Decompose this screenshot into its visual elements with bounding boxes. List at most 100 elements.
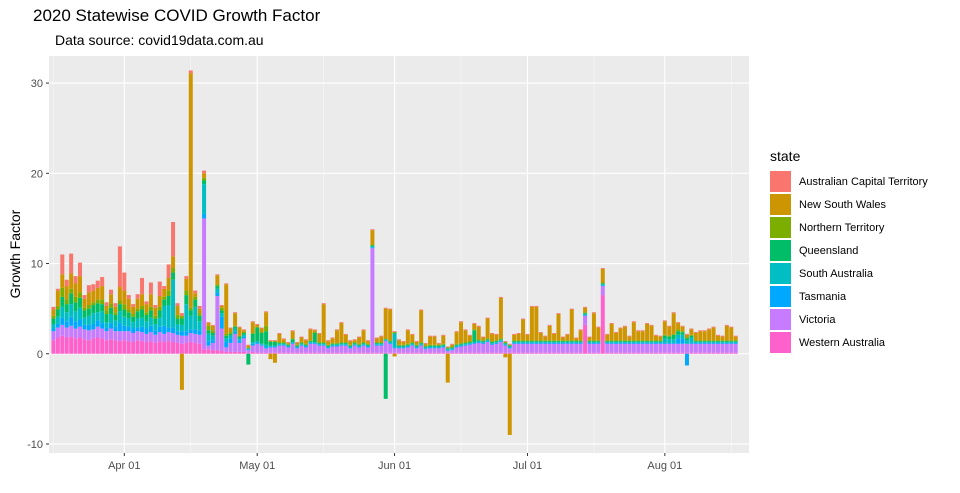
bar-segment — [339, 342, 344, 343]
bar-segment — [210, 340, 215, 343]
bar-segment — [693, 341, 698, 343]
bar-segment — [538, 333, 543, 341]
bar-segment — [303, 345, 308, 347]
bar-segment — [365, 347, 370, 353]
bar-segment — [552, 333, 557, 334]
bar-segment — [467, 344, 472, 353]
bar-segment — [95, 337, 100, 354]
bar-segment — [428, 352, 433, 354]
bar-segment — [397, 340, 401, 345]
bar-segment — [671, 339, 676, 343]
bar-segment — [264, 311, 269, 313]
bar-segment — [357, 352, 362, 354]
bar-segment — [91, 313, 96, 324]
bar-segment — [560, 340, 565, 342]
bar-segment — [432, 346, 437, 348]
bar-segment — [467, 352, 472, 354]
bar-segment — [60, 324, 65, 336]
bar-segment — [286, 342, 291, 344]
bar-segment — [140, 326, 145, 333]
bar-segment — [729, 352, 734, 354]
bar-segment — [210, 330, 215, 333]
bar-segment — [494, 342, 499, 344]
bar-segment — [95, 320, 100, 327]
bar-segment — [339, 345, 344, 353]
bar-segment — [357, 336, 362, 338]
bar-segment — [246, 352, 251, 354]
legend-key — [770, 309, 791, 330]
bar-segment — [295, 342, 300, 343]
bar-segment — [73, 276, 78, 284]
bar-segment — [525, 341, 530, 343]
bar-segment — [676, 334, 681, 339]
bar-segment — [724, 343, 729, 353]
bar-segment — [640, 330, 645, 332]
bar-segment — [419, 343, 424, 345]
bar-segment — [303, 343, 308, 345]
bar-segment — [521, 343, 526, 353]
bar-segment — [339, 323, 344, 343]
bar-segment — [414, 348, 419, 353]
bar-segment — [268, 345, 273, 347]
bar-segment — [729, 327, 734, 341]
bar-segment — [290, 331, 295, 339]
bar-segment — [503, 343, 508, 345]
bar-segment — [414, 347, 419, 349]
bar-segment — [60, 317, 65, 325]
bar-segment — [246, 353, 251, 365]
bar-segment — [631, 343, 636, 353]
bar-segment — [733, 340, 738, 342]
bar-segment — [55, 290, 60, 306]
bar-segment — [397, 352, 401, 354]
bar-segment — [618, 341, 623, 343]
bar-segment — [507, 352, 512, 354]
bar-segment — [631, 341, 636, 343]
bar-segment — [428, 348, 433, 353]
bar-segment — [565, 352, 570, 354]
bar-segment — [122, 304, 127, 310]
bar-segment — [197, 330, 202, 335]
bar-segment — [388, 308, 393, 310]
bar-segment — [432, 352, 437, 354]
bar-segment — [82, 307, 87, 311]
bar-segment — [365, 343, 370, 345]
bar-segment — [720, 352, 725, 354]
bar-segment — [485, 339, 490, 341]
bar-segment — [463, 345, 468, 353]
bar-segment — [538, 343, 543, 353]
bar-segment — [312, 333, 317, 343]
bar-segment — [321, 345, 326, 353]
bar-segment — [645, 340, 650, 342]
bar-segment — [55, 316, 60, 324]
bar-segment — [476, 325, 481, 327]
bar-segment — [272, 346, 277, 348]
bar-segment — [578, 343, 583, 353]
bar-segment — [605, 342, 610, 343]
bar-segment — [60, 306, 65, 318]
bar-segment — [86, 324, 91, 331]
bar-segment — [281, 342, 286, 343]
bar-segment — [78, 326, 83, 338]
bar-segment — [193, 290, 198, 294]
bar-segment — [512, 342, 517, 344]
legend-item: Australian Capital Territory — [770, 170, 928, 193]
bar-segment — [117, 341, 122, 354]
bar-segment — [179, 318, 184, 325]
bar-segment — [259, 352, 264, 354]
legend-item: Queensland — [770, 239, 928, 262]
bar-segment — [525, 340, 530, 342]
bar-segment — [459, 321, 464, 323]
bar-segment — [188, 73, 193, 308]
bar-segment — [166, 327, 171, 333]
y-tick-label: 20 — [31, 168, 43, 180]
bar-segment — [472, 329, 477, 331]
bar-segment — [516, 343, 521, 353]
bar-segment — [100, 323, 105, 329]
bar-segment — [618, 327, 623, 329]
bar-segment — [69, 336, 74, 354]
bar-segment — [653, 342, 658, 343]
bar-segment — [507, 353, 512, 435]
bar-segment — [281, 339, 286, 343]
bar-segment — [565, 343, 570, 353]
bar-segment — [583, 324, 588, 354]
